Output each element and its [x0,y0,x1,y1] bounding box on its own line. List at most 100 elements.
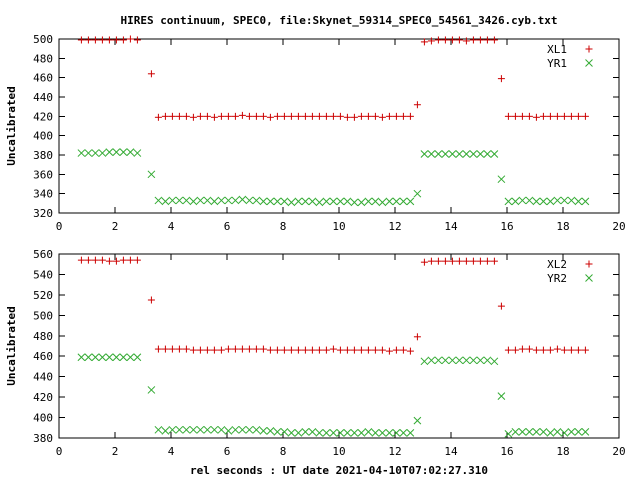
data-point-xl2 [399,346,407,354]
data-point-xl2 [343,346,351,354]
data-point-yr2 [476,356,485,365]
data-point-xl1 [483,36,491,44]
data-point-xl1 [287,112,295,120]
data-point-yr2 [161,426,170,435]
data-point-yr2 [350,429,359,437]
data-point-yr1 [385,197,394,206]
data-point-xl2 [553,345,561,353]
y-tick-label: 480 [33,330,53,343]
x-tick-label: 10 [332,445,345,458]
data-point-yr2 [126,353,135,362]
x-tick-label: 6 [224,445,231,458]
data-point-yr2 [301,428,310,436]
data-point-yr2 [224,426,233,435]
data-point-xl2 [539,346,547,354]
data-point-yr1 [441,150,450,158]
data-point-yr1 [532,197,541,206]
data-point-xl2 [315,346,323,354]
data-point-yr1 [455,150,464,158]
data-point-xl1 [560,112,568,120]
data-point-yr2 [385,429,394,437]
y-tick-label: 480 [33,52,53,65]
data-point-yr1 [427,150,436,158]
data-point-yr2 [322,429,331,437]
data-point-xl2 [161,345,169,353]
data-point-xl2 [119,256,127,264]
data-point-yr2 [546,429,555,437]
data-point-xl2 [455,257,463,265]
data-point-yr1 [126,148,135,156]
data-point-xl1 [98,36,106,44]
data-point-xl1 [343,113,351,121]
data-point-xl2 [497,302,505,310]
plot-frame [58,38,620,214]
data-point-yr2 [252,425,261,434]
data-point-yr2 [441,356,450,365]
data-point-yr1 [294,197,303,206]
x-tick-label: 8 [280,220,287,233]
data-point-xl2 [329,345,337,353]
data-point-xl2 [427,257,435,265]
x-tick-label: 20 [612,220,625,233]
data-point-yr1 [238,195,247,204]
data-point-xl2 [189,346,197,354]
legend-marker [585,59,593,67]
data-point-yr1 [203,196,212,205]
data-point-xl1 [245,112,253,120]
data-point-xl1 [385,112,393,120]
legend-label: XL2 [547,258,567,271]
data-point-yr1 [546,197,555,206]
legend-marker [585,260,593,268]
data-point-xl2 [182,345,190,353]
data-point-yr2 [406,429,415,437]
legend-marker [585,274,593,282]
legend-label: YR1 [547,57,567,70]
data-point-yr1 [329,197,338,206]
data-point-yr1 [245,196,254,205]
data-point-xl1 [154,113,162,121]
data-point-yr2 [518,428,527,436]
panel-top: 320 340 360 380 400 420 440 460 480 500 0 2 4 6 8 10 12 1… [5,33,626,233]
data-point-yr2 [504,430,513,438]
data-point-yr1 [154,196,163,205]
data-point-xl1 [91,36,99,44]
legend-marker [585,45,593,53]
data-point-yr1 [133,149,142,157]
data-point-xl1 [273,112,281,120]
data-point-yr2 [196,425,205,434]
data-point-yr1 [77,149,86,157]
data-point-xl2 [77,256,85,264]
data-point-xl2 [238,345,246,353]
data-point-yr2 [343,429,352,437]
x-tick-label: 14 [444,445,458,458]
y-tick-label: 360 [33,168,53,181]
data-point-yr1 [98,149,107,157]
data-point-xl2 [294,346,302,354]
data-point-xl1 [336,112,344,120]
data-point-xl1 [504,112,512,120]
data-point-yr1 [420,150,429,158]
data-point-xl1 [539,112,547,120]
y-tick-label: 440 [33,91,53,104]
data-point-xl1 [147,70,155,78]
data-point-yr2 [91,353,100,362]
data-point-xl1 [567,112,575,120]
data-point-xl2 [413,333,421,341]
x-tick-label: 8 [280,445,287,458]
data-point-xl2 [322,346,330,354]
data-point-xl1 [126,35,134,43]
data-point-xl1 [210,113,218,121]
data-point-xl1 [161,112,169,120]
data-point-xl2 [231,345,239,353]
data-point-yr2 [203,425,212,434]
data-point-xl2 [525,345,533,353]
data-point-xl1 [476,36,484,44]
data-point-yr2 [98,353,107,362]
data-point-yr1 [469,150,478,158]
data-point-yr1 [322,197,331,206]
plot-frame [58,253,620,439]
x-tick-label: 18 [556,220,569,233]
data-point-yr1 [182,196,191,205]
data-point-yr2 [553,428,562,436]
data-point-xl2 [259,345,267,353]
